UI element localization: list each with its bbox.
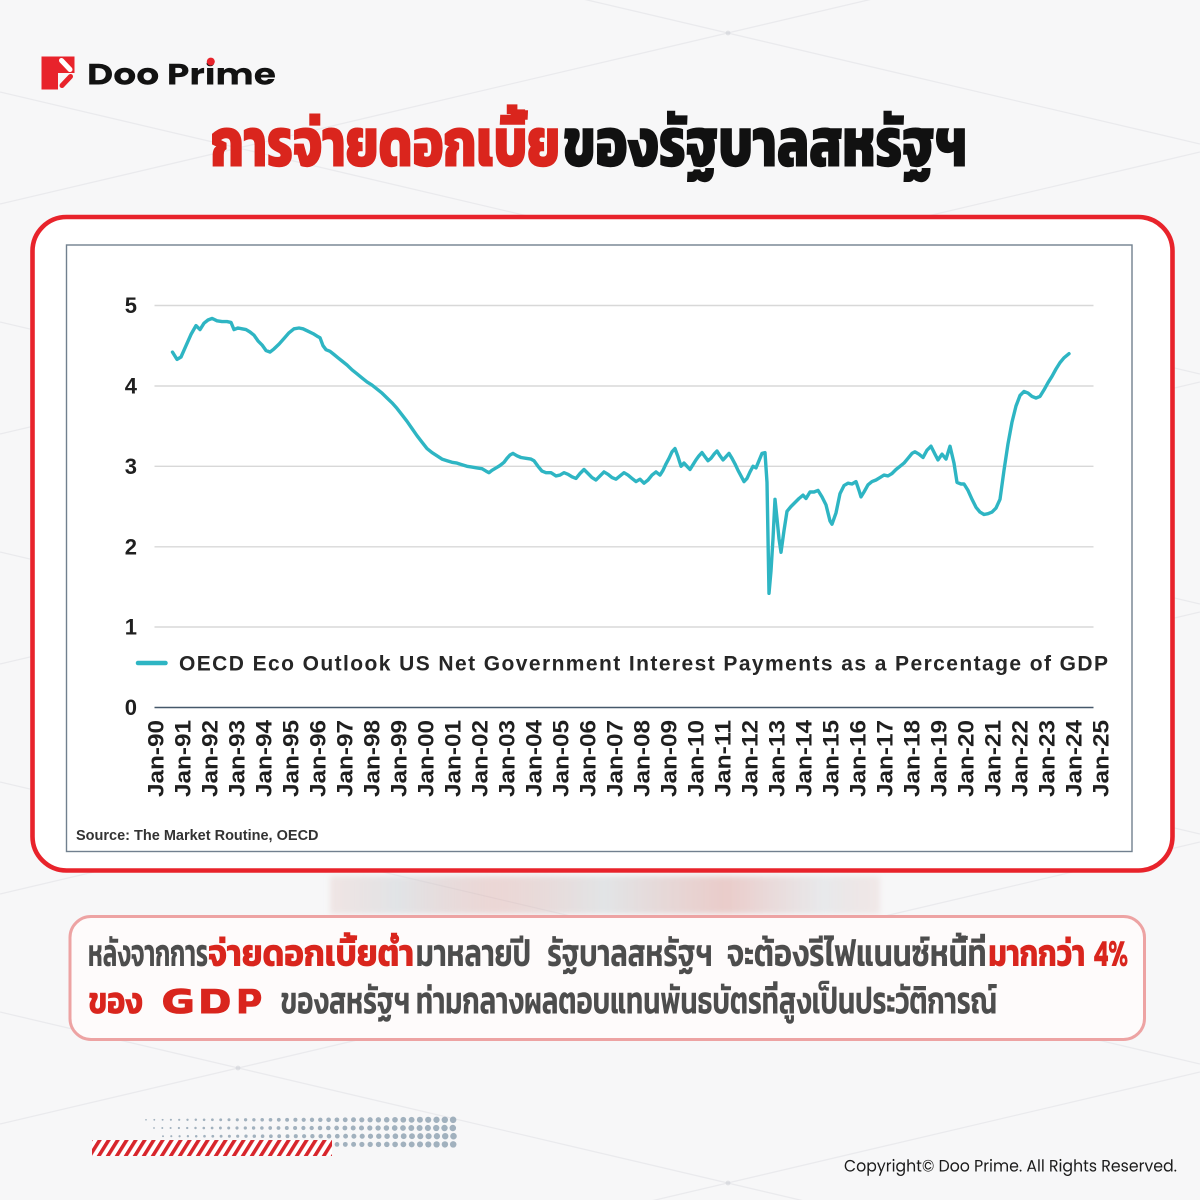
svg-text:Jan-25: Jan-25 xyxy=(1089,720,1114,797)
svg-text:Jan-20: Jan-20 xyxy=(954,720,979,797)
svg-text:Jan-96: Jan-96 xyxy=(306,720,331,797)
svg-text:Jan-97: Jan-97 xyxy=(333,720,358,797)
svg-text:Jan-94: Jan-94 xyxy=(252,719,277,797)
svg-text:Jan-99: Jan-99 xyxy=(387,720,412,797)
svg-text:Jan-23: Jan-23 xyxy=(1035,720,1060,797)
svg-text:Jan-17: Jan-17 xyxy=(873,720,898,797)
svg-text:Jan-05: Jan-05 xyxy=(549,720,574,797)
svg-text:2: 2 xyxy=(125,534,137,559)
svg-text:Jan-09: Jan-09 xyxy=(657,720,682,797)
svg-text:Jan-15: Jan-15 xyxy=(819,720,844,797)
svg-text:Jan-14: Jan-14 xyxy=(792,719,817,797)
svg-text:Jan-19: Jan-19 xyxy=(927,720,952,797)
svg-text:Jan-90: Jan-90 xyxy=(144,720,169,797)
svg-text:4: 4 xyxy=(125,374,138,399)
svg-text:Jan-10: Jan-10 xyxy=(684,720,709,797)
svg-text:Jan-08: Jan-08 xyxy=(630,720,655,797)
svg-text:Jan-12: Jan-12 xyxy=(738,720,763,797)
svg-text:OECD Eco Outlook US Net Govern: OECD Eco Outlook US Net Government Inter… xyxy=(179,653,1108,676)
svg-text:Source: The Market Routine, OE: Source: The Market Routine, OECD xyxy=(76,828,319,844)
svg-text:Jan-98: Jan-98 xyxy=(360,720,385,797)
svg-text:0: 0 xyxy=(125,695,137,720)
svg-text:1: 1 xyxy=(125,615,137,640)
svg-text:Jan-02: Jan-02 xyxy=(468,720,493,797)
svg-text:Jan-04: Jan-04 xyxy=(522,719,547,797)
svg-text:5: 5 xyxy=(125,293,137,318)
svg-text:Jan-91: Jan-91 xyxy=(171,720,196,797)
svg-text:Jan-01: Jan-01 xyxy=(441,720,466,797)
svg-text:3: 3 xyxy=(125,454,137,479)
svg-text:Jan-11: Jan-11 xyxy=(711,720,736,797)
svg-text:Jan-21: Jan-21 xyxy=(981,720,1006,797)
svg-text:Jan-13: Jan-13 xyxy=(765,720,790,797)
svg-text:Jan-03: Jan-03 xyxy=(495,720,520,797)
svg-text:Jan-06: Jan-06 xyxy=(576,720,601,797)
svg-text:Jan-07: Jan-07 xyxy=(603,720,628,797)
svg-text:Jan-18: Jan-18 xyxy=(900,720,925,797)
svg-text:Jan-92: Jan-92 xyxy=(198,720,223,797)
svg-text:Jan-93: Jan-93 xyxy=(225,720,250,797)
svg-text:Jan-16: Jan-16 xyxy=(846,720,871,797)
svg-text:Jan-00: Jan-00 xyxy=(414,720,439,797)
svg-text:Jan-24: Jan-24 xyxy=(1062,719,1087,797)
svg-text:Jan-22: Jan-22 xyxy=(1008,720,1033,797)
svg-text:Jan-95: Jan-95 xyxy=(279,720,304,797)
